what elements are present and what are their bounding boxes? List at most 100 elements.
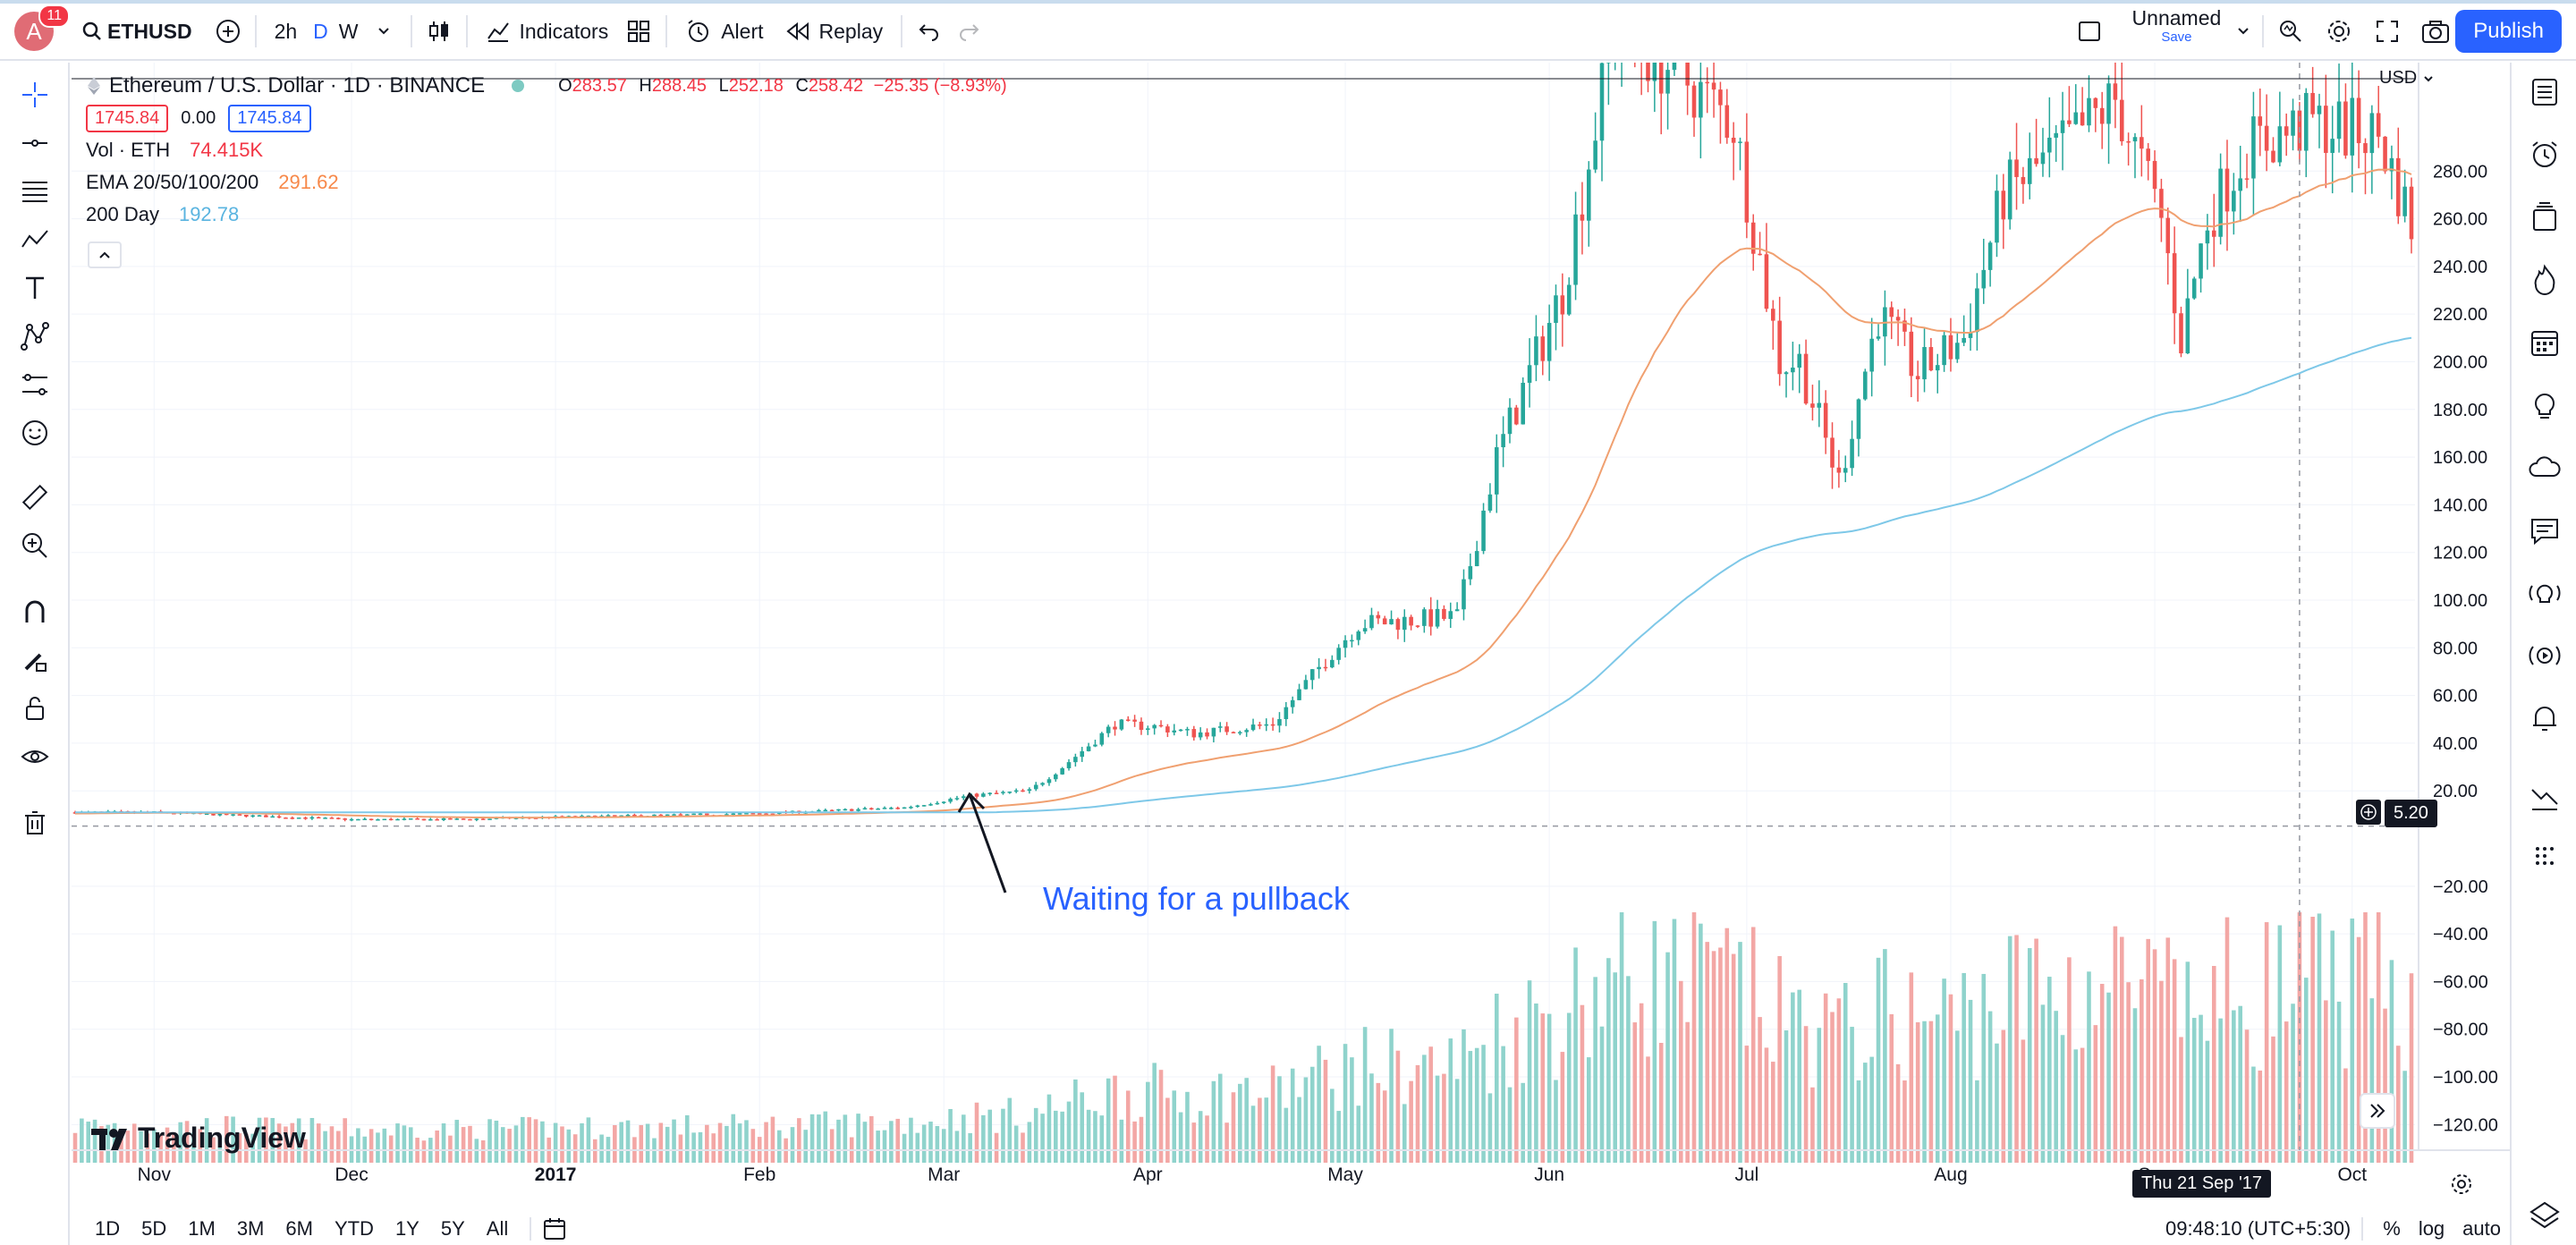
volume-bar [776,1130,782,1163]
range-6m[interactable]: 6M [285,1217,313,1240]
add-alert-plus-button[interactable] [2356,800,2381,825]
price-tick-label: 260.00 [2433,210,2487,230]
ideas-button[interactable] [2524,385,2565,426]
clock-timezone[interactable]: 09:48:10 (UTC+5:30) [2165,1217,2351,1240]
remove-drawings-tool[interactable] [15,803,55,843]
chart-type-button[interactable] [419,12,459,51]
percent-toggle[interactable]: % [2383,1217,2401,1240]
log-toggle[interactable]: log [2418,1217,2445,1240]
tradingview-logo[interactable]: TradingView [89,1122,306,1155]
range-5y[interactable]: 5Y [440,1217,465,1240]
hotlists-button[interactable] [2524,259,2565,301]
chats-button[interactable] [2524,510,2565,551]
legend-ema-row[interactable]: EMA 20/50/100/200 291.62 [86,166,1007,199]
price-axis[interactable]: 280.00 260.00 240.00 220.00 200.00 180.00 160.… [2418,63,2498,1150]
time-axis-settings[interactable] [2449,1172,2474,1201]
pine-button[interactable] [2524,572,2565,614]
range-1d[interactable]: 1D [95,1217,121,1240]
alert-button[interactable]: Alert [674,8,774,55]
calendar-button[interactable] [2524,322,2565,363]
bid-box[interactable]: 1745.84 [86,104,169,132]
settings-button[interactable] [2319,12,2359,51]
compare-symbol-button[interactable] [208,12,248,51]
publish-button[interactable]: Publish [2455,10,2562,53]
layout-name-button[interactable]: Unnamed Save [2122,8,2233,55]
interval-d[interactable]: D [313,19,328,43]
candle-body [2191,278,2197,299]
candle-body [1080,750,1085,758]
volume-bar [1054,1110,1058,1163]
save-label[interactable]: Save [2161,30,2192,45]
lock-drawings-tool[interactable] [15,689,55,728]
quick-search-button[interactable] [2271,12,2310,51]
minds-button[interactable] [2524,447,2565,488]
text-tool[interactable] [15,268,55,308]
layout-dropdown[interactable] [2232,12,2255,51]
layout-select-button[interactable] [2070,12,2109,51]
volume-bar [1915,1021,1920,1163]
measure-range-tool[interactable] [15,365,55,404]
interval-dropdown[interactable] [364,12,403,51]
snapshot-button[interactable] [2416,12,2455,51]
trading-panel-button[interactable] [2524,778,2565,819]
templates-button[interactable] [619,12,658,51]
legend-volume-row[interactable]: Vol · ETH 74.415K [86,134,1007,166]
range-5d[interactable]: 5D [141,1217,167,1240]
indicators-button[interactable]: Indicators [475,8,620,55]
undo-button[interactable] [910,12,949,51]
candle-body [388,818,394,821]
notifications-button[interactable] [2524,698,2565,739]
currency-selector[interactable]: USD [2379,68,2435,89]
interval-w[interactable]: W [338,19,359,43]
measure-tool[interactable] [15,478,55,517]
watchlist-button[interactable] [2524,72,2565,113]
zoom-tool[interactable] [15,526,55,565]
volume-bar [2014,935,2019,1163]
legend-title[interactable]: Ethereum / U.S. Dollar · 1D · BINANCE [109,73,486,97]
range-ytd[interactable]: YTD [334,1217,374,1240]
layers-button[interactable] [2524,1195,2565,1236]
volume-bar [2258,1070,2263,1163]
grid-icon [628,21,650,42]
stay-drawing-tool[interactable] [15,640,55,680]
legend-collapse-button[interactable] [88,241,122,268]
candle-body [2324,106,2328,153]
alerts-panel-button[interactable] [2524,134,2565,175]
volume-bar [1810,1087,1815,1163]
icon-tool[interactable] [15,413,55,453]
trend-line-tool[interactable] [15,123,55,163]
magic-search-icon [2280,21,2301,42]
user-avatar[interactable]: A 11 [14,4,70,51]
hide-drawings-tool[interactable] [15,737,55,776]
legend-sma-row[interactable]: 200 Day 192.78 [86,199,1007,231]
auto-toggle[interactable]: auto [2462,1217,2501,1240]
crosshair-tool[interactable] [15,75,55,114]
streams-button[interactable] [2524,635,2565,676]
time-axis[interactable]: NovDec2017FebMarAprMayJunJulAugSepOct [72,1149,2510,1185]
range-1m[interactable]: 1M [188,1217,216,1240]
range-all[interactable]: All [486,1217,509,1240]
range-3m[interactable]: 3M [236,1217,265,1240]
fib-tool[interactable] [15,172,55,211]
pattern-tool[interactable] [15,220,55,259]
annotation-arrow[interactable] [968,793,1007,894]
candle-body [257,815,262,817]
ask-box[interactable]: 1745.84 [228,104,311,132]
candle-body [1487,494,1493,511]
redo-button[interactable] [949,12,988,51]
replay-button[interactable]: Replay [775,8,894,55]
data-window-button[interactable] [2524,197,2565,238]
alert-label: Alert [721,19,764,43]
toolbar-divider [665,15,668,47]
goto-date-button[interactable] [542,1216,567,1241]
fullscreen-button[interactable] [2368,12,2407,51]
range-1y[interactable]: 1Y [394,1217,419,1240]
annotation-text[interactable]: Waiting for a pullback [1043,880,1350,917]
dom-button[interactable] [2524,837,2565,878]
interval-2h[interactable]: 2h [274,19,298,43]
forecast-tool[interactable] [15,317,55,356]
magnet-tool[interactable] [15,592,55,631]
price-chart[interactable]: 280.00 260.00 240.00 220.00 200.00 180.00 160.… [72,63,2510,1213]
symbol-search-button[interactable]: ETHUSD [72,8,203,55]
scroll-to-realtime-button[interactable] [2360,1093,2395,1129]
